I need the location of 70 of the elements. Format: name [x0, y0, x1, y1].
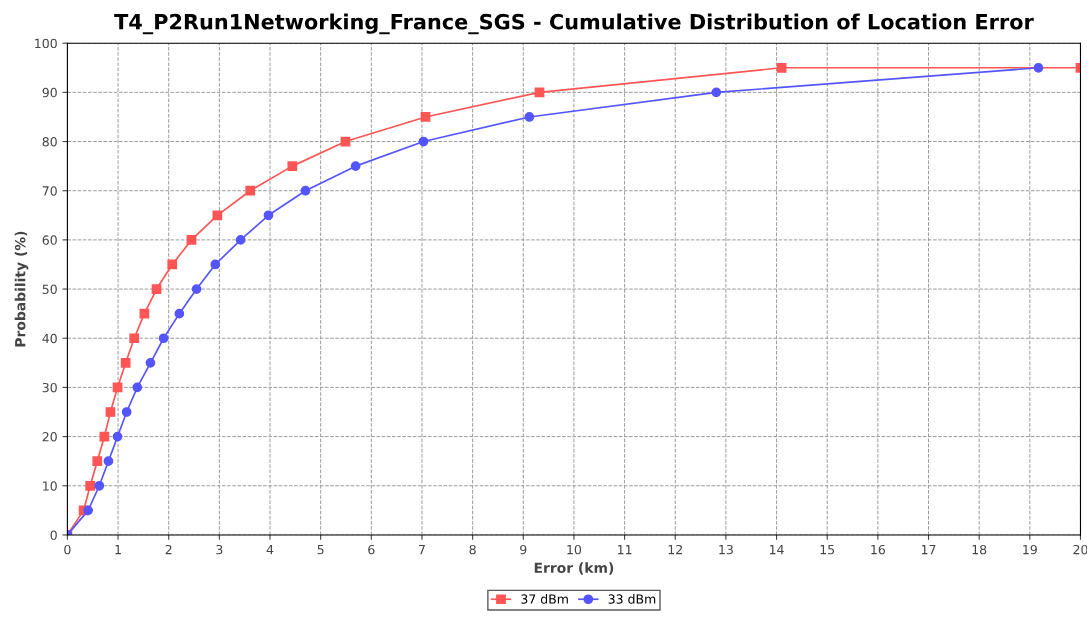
y-tick-label: 90 — [42, 87, 57, 98]
point — [105, 407, 116, 417]
x-tick-label: 18 — [972, 544, 987, 555]
point — [120, 357, 131, 368]
point — [212, 210, 223, 221]
point — [420, 112, 431, 122]
legend-label: 33 dBm — [608, 594, 656, 604]
point — [1033, 62, 1044, 73]
x-tick-label: 19 — [1023, 544, 1037, 555]
point — [139, 308, 150, 319]
x-tick-label: 3 — [216, 544, 223, 555]
point — [350, 161, 361, 171]
x-tick-label: 5 — [317, 545, 324, 555]
point — [94, 480, 105, 491]
x-tick-label: 0 — [64, 544, 71, 555]
point — [121, 407, 132, 417]
point — [235, 235, 246, 245]
point — [263, 210, 274, 221]
y-tick-label: 100 — [35, 38, 57, 49]
x-axis-title: Error (km) — [534, 562, 614, 575]
y-tick-label: 80 — [42, 137, 57, 147]
x-tick-label: 1 — [115, 545, 121, 555]
x-tick-label: 12 — [668, 544, 682, 555]
x-tick-label: 7 — [419, 545, 425, 555]
point — [524, 112, 535, 122]
point — [245, 185, 256, 196]
point — [287, 161, 298, 171]
point — [85, 480, 96, 491]
point — [776, 62, 787, 73]
point — [145, 357, 156, 368]
y-tick-label: 50 — [42, 284, 57, 294]
chart-title: T4_P2Run1Networking_France_SGS - Cumulative Distribution of Location Error — [114, 13, 1034, 35]
y-axis-title: Probability (%) — [14, 231, 29, 347]
x-tick-label: 14 — [769, 545, 784, 555]
point — [158, 333, 169, 344]
point — [711, 87, 722, 98]
x-tick-label: 9 — [520, 544, 527, 555]
point — [129, 333, 140, 344]
point — [151, 284, 162, 294]
point — [83, 505, 94, 516]
x-tick-label: 13 — [719, 544, 733, 555]
x-tick-label: 20 — [1073, 544, 1087, 555]
point — [300, 185, 311, 196]
x-tick-label: 16 — [871, 544, 886, 555]
y-tick-label: 10 — [43, 481, 57, 491]
x-tick-label: 11 — [618, 545, 632, 555]
point — [132, 382, 143, 393]
x-tick-label: 2 — [165, 544, 172, 555]
y-tick-label: 0 — [50, 530, 57, 540]
y-tick-label: 20 — [42, 432, 57, 442]
point — [174, 308, 185, 319]
point — [191, 284, 202, 294]
point — [186, 235, 197, 245]
y-tick-label: 70 — [42, 186, 57, 196]
point — [418, 136, 429, 147]
point — [167, 259, 178, 270]
y-tick-label: 30 — [42, 382, 57, 393]
x-tick-label: 15 — [820, 545, 835, 555]
y-tick-label: 40 — [42, 333, 57, 344]
x-tick-label: 17 — [921, 545, 936, 555]
y-tick-label: 60 — [42, 235, 57, 245]
x-tick-label: 10 — [567, 544, 582, 555]
legend-label: 37 dBm — [521, 594, 568, 604]
point — [112, 431, 123, 442]
point — [210, 259, 221, 270]
x-tick-label: 8 — [469, 544, 476, 555]
x-tick-label: 6 — [368, 544, 375, 555]
point — [103, 456, 114, 467]
x-tick-label: 4 — [266, 545, 274, 555]
point — [92, 456, 103, 467]
